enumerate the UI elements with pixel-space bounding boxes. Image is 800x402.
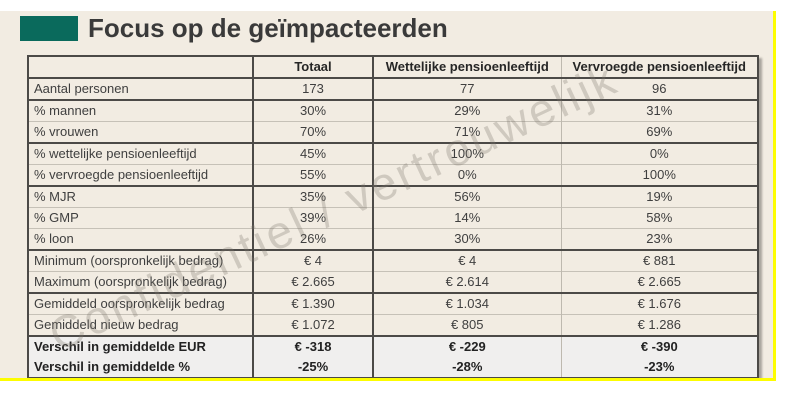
cell-value: -28% [373,357,562,378]
table-row: % wettelijke pensioenleeftijd 45% 100% 0% [28,142,758,165]
cell-value: 173 [253,77,374,100]
column-header-totaal: Totaal [253,56,374,79]
cell-value: 26% [253,228,374,250]
cell-value: 45% [253,142,374,165]
page-title: Focus op de geïmpacteerden [88,13,448,43]
row-label: Minimum (oorspronkelijk bedrag) [28,249,254,272]
row-label: % MJR [28,185,254,208]
column-header-vervroegde: Vervroegde pensioenleeftijd [561,56,758,79]
cell-value: € 1.072 [253,314,374,336]
row-label: Gemiddeld nieuw bedrag [28,314,254,336]
cell-value: 69% [561,121,758,143]
row-label: % vrouwen [28,121,254,143]
cell-value: -25% [253,357,374,378]
cell-value: € 1.676 [561,292,758,315]
cell-value: € 2.614 [373,271,562,293]
cell-value: € 1.390 [253,292,374,315]
table-row: % MJR 35% 56% 19% [28,185,758,208]
cell-value: -23% [561,357,758,378]
cell-value: € 4 [253,249,374,272]
table-row: % vervroegde pensioenleeftijd 55% 0% 100% [28,164,758,186]
cell-value: € -318 [253,335,374,357]
title-accent-bar [20,15,78,41]
column-header-empty [28,56,254,79]
cell-value: € -229 [373,335,562,357]
cell-value: 35% [253,185,374,208]
slide-canvas: Focus op de geïmpacteerden Totaal Wettel… [0,11,776,381]
row-label: Aantal personen [28,77,254,100]
cell-value: 100% [561,164,758,186]
table-row: Minimum (oorspronkelijk bedrag) € 4 € 4 € 8… [28,249,758,272]
table-row: Verschil in gemiddelde % -25% -28% -23% [28,357,758,378]
table-row: Aantal personen 173 77 96 [28,77,758,100]
cell-value: € 805 [373,314,562,336]
cell-value: 30% [253,99,374,122]
cell-value: € 1.286 [561,314,758,336]
cell-value: 77 [373,77,562,100]
cell-value: 71% [373,121,562,143]
cell-value: 70% [253,121,374,143]
cell-value: 29% [373,99,562,122]
cell-value: 55% [253,164,374,186]
cell-value: 23% [561,228,758,250]
cell-value: 0% [561,142,758,165]
cell-value: € -390 [561,335,758,357]
cell-value: 100% [373,142,562,165]
cell-value: 39% [253,207,374,229]
row-label: % vervroegde pensioenleeftijd [28,164,254,186]
table-row: Maximum (oorspronkelijk bedrag) € 2.665 € … [28,271,758,293]
table-row: Gemiddeld oorspronkelijk bedrag € 1.390 € … [28,292,758,315]
cell-value: € 4 [373,249,562,272]
table-row: Verschil in gemiddelde EUR € -318 € -229 € … [28,335,758,357]
column-header-wettelijke: Wettelijke pensioenleeftijd [373,56,562,79]
row-label: Verschil in gemiddelde EUR [28,335,254,357]
table-row: % loon 26% 30% 23% [28,228,758,250]
cell-value: € 2.665 [253,271,374,293]
cell-value: € 1.034 [373,292,562,315]
table-row: % mannen 30% 29% 31% [28,99,758,122]
row-label: % wettelijke pensioenleeftijd [28,142,254,165]
table-header-row: Totaal Wettelijke pensioenleeftijd Vervr… [28,56,758,79]
row-label: Maximum (oorspronkelijk bedrag) [28,271,254,293]
cell-value: 56% [373,185,562,208]
table-row: % GMP 39% 14% 58% [28,207,758,229]
cell-value: 14% [373,207,562,229]
title-bar: Focus op de geïmpacteerden [20,14,448,42]
cell-value: € 881 [561,249,758,272]
table-row: Gemiddeld nieuw bedrag € 1.072 € 805 € 1.28… [28,314,758,336]
cell-value: 31% [561,99,758,122]
row-label: % GMP [28,207,254,229]
table-body: Aantal personen 173 77 96% mannen 30% 29% 31%%… [28,77,758,378]
row-label: Verschil in gemiddelde % [28,357,254,378]
row-label: Gemiddeld oorspronkelijk bedrag [28,292,254,315]
cell-value: 58% [561,207,758,229]
row-label: % loon [28,228,254,250]
cell-value: 0% [373,164,562,186]
cell-value: 19% [561,185,758,208]
table-row: % vrouwen 70% 71% 69% [28,121,758,143]
impact-data-table: Totaal Wettelijke pensioenleeftijd Vervr… [27,55,759,378]
cell-value: 30% [373,228,562,250]
cell-value: 96 [561,77,758,100]
cell-value: € 2.665 [561,271,758,293]
row-label: % mannen [28,99,254,122]
